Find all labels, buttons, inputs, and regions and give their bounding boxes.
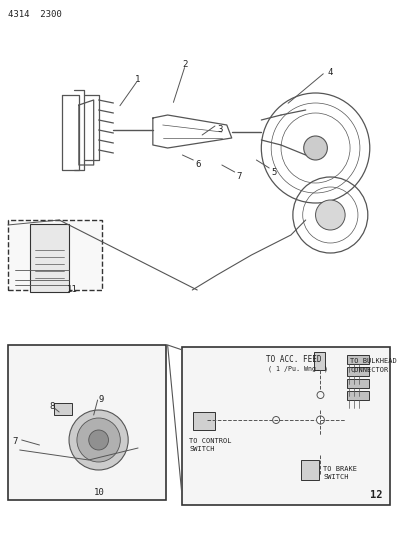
Text: 2: 2 bbox=[182, 60, 188, 69]
Text: 8: 8 bbox=[49, 402, 55, 411]
Bar bbox=[193, 412, 215, 430]
Bar bbox=[8, 220, 102, 290]
Text: 7: 7 bbox=[237, 172, 242, 181]
Text: 12: 12 bbox=[370, 490, 382, 500]
Bar bbox=[54, 403, 72, 415]
Circle shape bbox=[304, 136, 327, 160]
Text: 9: 9 bbox=[99, 395, 104, 404]
Text: 4314  2300: 4314 2300 bbox=[8, 10, 62, 19]
Circle shape bbox=[315, 200, 345, 230]
Circle shape bbox=[317, 416, 324, 424]
Text: TO BULKHEAD: TO BULKHEAD bbox=[350, 358, 397, 364]
Bar bbox=[8, 345, 166, 500]
Text: SWITCH: SWITCH bbox=[189, 446, 215, 452]
Bar bbox=[182, 347, 390, 505]
Bar bbox=[301, 460, 319, 480]
Circle shape bbox=[69, 410, 128, 470]
Text: TO CONTROL: TO CONTROL bbox=[189, 438, 232, 444]
Text: 7: 7 bbox=[13, 437, 18, 446]
Text: SWITCH: SWITCH bbox=[324, 474, 349, 480]
Bar bbox=[347, 355, 369, 364]
Text: 1: 1 bbox=[135, 75, 140, 84]
Circle shape bbox=[77, 418, 120, 462]
Text: 3: 3 bbox=[217, 125, 222, 134]
Text: ( 1 /Pu. Wng. ): ( 1 /Pu. Wng. ) bbox=[268, 365, 328, 372]
Text: 4: 4 bbox=[327, 68, 333, 77]
Text: CONNECTOR: CONNECTOR bbox=[350, 367, 388, 373]
Text: 6: 6 bbox=[195, 160, 201, 169]
Bar bbox=[347, 367, 369, 376]
Text: 5: 5 bbox=[271, 168, 277, 177]
Text: 10: 10 bbox=[94, 488, 104, 497]
Text: TO ACC. FEED: TO ACC. FEED bbox=[266, 355, 322, 364]
Text: 11: 11 bbox=[67, 285, 78, 294]
Text: TO BRAKE: TO BRAKE bbox=[324, 466, 357, 472]
Bar bbox=[347, 379, 369, 388]
Bar bbox=[347, 391, 369, 400]
Circle shape bbox=[89, 430, 109, 450]
Bar bbox=[314, 352, 326, 370]
Bar bbox=[30, 224, 69, 292]
